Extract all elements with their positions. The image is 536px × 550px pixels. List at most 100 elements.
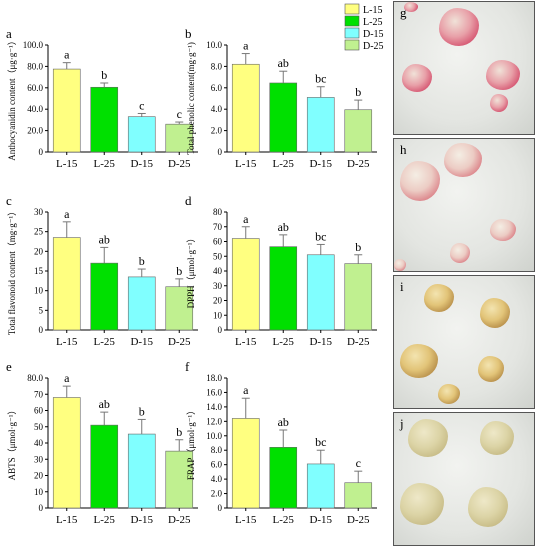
charts: a 0 20.0 40.0 60.0 80.0 100.0 Anthocyanidin con… <box>6 26 377 526</box>
legend-swatch <box>344 39 360 51</box>
legend-swatch <box>344 3 360 15</box>
y-tick-label: 30 <box>213 281 223 291</box>
y-tick-label: 0 <box>218 503 223 513</box>
significance-letter: a <box>64 371 70 385</box>
x-tick-label: D-25 <box>168 336 191 348</box>
y-tick-label: 40 <box>34 438 44 448</box>
panel-letter: c <box>6 193 12 208</box>
y-tick-label: 70 <box>213 222 223 232</box>
significance-letter: c <box>356 456 361 470</box>
y-tick-label: 0 <box>218 325 223 335</box>
significance-letter: b <box>355 85 361 99</box>
panel-letter: d <box>185 193 192 208</box>
x-tick-label: L-25 <box>94 336 116 348</box>
significance-letter: a <box>243 39 249 53</box>
bar <box>90 86 119 153</box>
callus-sample <box>480 421 514 455</box>
x-tick-label: D-25 <box>168 514 191 526</box>
y-tick-label: 80.0 <box>27 61 43 71</box>
y-tick-label: 25 <box>34 227 44 237</box>
x-tick-label: D-15 <box>309 158 332 170</box>
significance-letter: a <box>64 207 70 221</box>
legend-label: D-15 <box>363 29 384 40</box>
photo-panel-j: j <box>393 412 535 546</box>
bar <box>52 68 81 153</box>
bar <box>344 263 373 331</box>
callus-sample <box>444 143 482 177</box>
bar <box>231 238 260 331</box>
y-tick-label: 8.0 <box>211 61 223 71</box>
callus-sample <box>490 219 516 241</box>
photo-letter: j <box>400 416 404 431</box>
y-tick-label: 80.0 <box>27 373 43 383</box>
panel-letter: a <box>6 26 12 41</box>
significance-letter: bc <box>315 72 326 86</box>
legend-swatch <box>344 15 360 27</box>
x-tick-label: L-25 <box>273 514 295 526</box>
y-tick-label: 6.0 <box>211 460 223 470</box>
callus-sample <box>400 483 444 525</box>
bar <box>306 463 335 509</box>
y-tick-label: 60 <box>213 237 223 247</box>
x-tick-label: L-15 <box>56 514 78 526</box>
y-tick-label: 4.0 <box>211 474 223 484</box>
y-tick-label: 10 <box>213 310 223 320</box>
y-tick-label: 0 <box>39 147 44 157</box>
photo-letter: h <box>400 142 407 157</box>
callus-sample <box>486 60 520 90</box>
legend-swatch <box>344 27 360 39</box>
significance-letter: b <box>139 404 145 418</box>
y-tick-label: 2.0 <box>211 489 223 499</box>
x-tick-label: L-25 <box>94 158 116 170</box>
significance-letter: c <box>139 98 144 112</box>
significance-letter: a <box>243 212 249 226</box>
y-axis-title: Total phenolic content(mg·g⁻¹) <box>186 42 196 155</box>
photo-panel-i: i <box>393 275 535 409</box>
callus-sample <box>490 94 508 112</box>
legend-label: L-25 <box>363 17 382 28</box>
x-tick-label: L-25 <box>273 158 295 170</box>
x-tick-label: D-15 <box>309 514 332 526</box>
callus-sample <box>480 298 510 328</box>
y-tick-label: 15 <box>34 266 44 276</box>
x-tick-label: D-15 <box>130 336 153 348</box>
y-tick-label: 40.0 <box>27 104 43 114</box>
bar <box>127 433 156 509</box>
x-tick-label: D-15 <box>130 514 153 526</box>
bar <box>306 97 335 153</box>
bar <box>231 418 260 509</box>
chart-panel-c: c 0 5 10 15 20 25 30 Total flavonoid content（mg·… <box>6 193 198 348</box>
callus-sample <box>400 161 440 201</box>
x-tick-label: L-15 <box>56 158 78 170</box>
y-tick-label: 10.0 <box>206 40 222 50</box>
x-tick-label: L-15 <box>235 336 257 348</box>
y-tick-label: 20 <box>34 471 44 481</box>
y-tick-label: 30 <box>34 207 44 217</box>
significance-letter: ab <box>278 220 289 234</box>
significance-letter: b <box>355 240 361 254</box>
y-tick-label: 2.0 <box>211 126 223 136</box>
bar <box>52 237 81 331</box>
y-tick-label: 60.0 <box>27 83 43 93</box>
panel-letter: b <box>185 26 192 41</box>
y-axis-title: ABTS（μmol·g⁻¹） <box>7 406 17 481</box>
bar <box>269 82 298 153</box>
bar <box>127 276 156 331</box>
y-tick-label: 60 <box>34 406 44 416</box>
callus-sample <box>402 64 432 92</box>
legend-label: D-25 <box>363 41 384 52</box>
significance-letter: b <box>176 264 182 278</box>
x-tick-label: D-25 <box>347 158 370 170</box>
bar <box>269 447 298 509</box>
y-tick-label: 10 <box>34 286 44 296</box>
y-tick-label: 50 <box>213 251 223 261</box>
bar <box>90 424 119 509</box>
legend: L-15L-25D-15D-25 <box>344 3 384 52</box>
bar <box>52 397 81 509</box>
callus-sample <box>394 259 406 271</box>
y-tick-label: 18.0 <box>206 373 222 383</box>
x-tick-label: L-25 <box>94 514 116 526</box>
y-tick-label: 20 <box>34 246 44 256</box>
y-tick-label: 8.0 <box>211 445 223 455</box>
photo-panel-h: h <box>393 138 535 272</box>
